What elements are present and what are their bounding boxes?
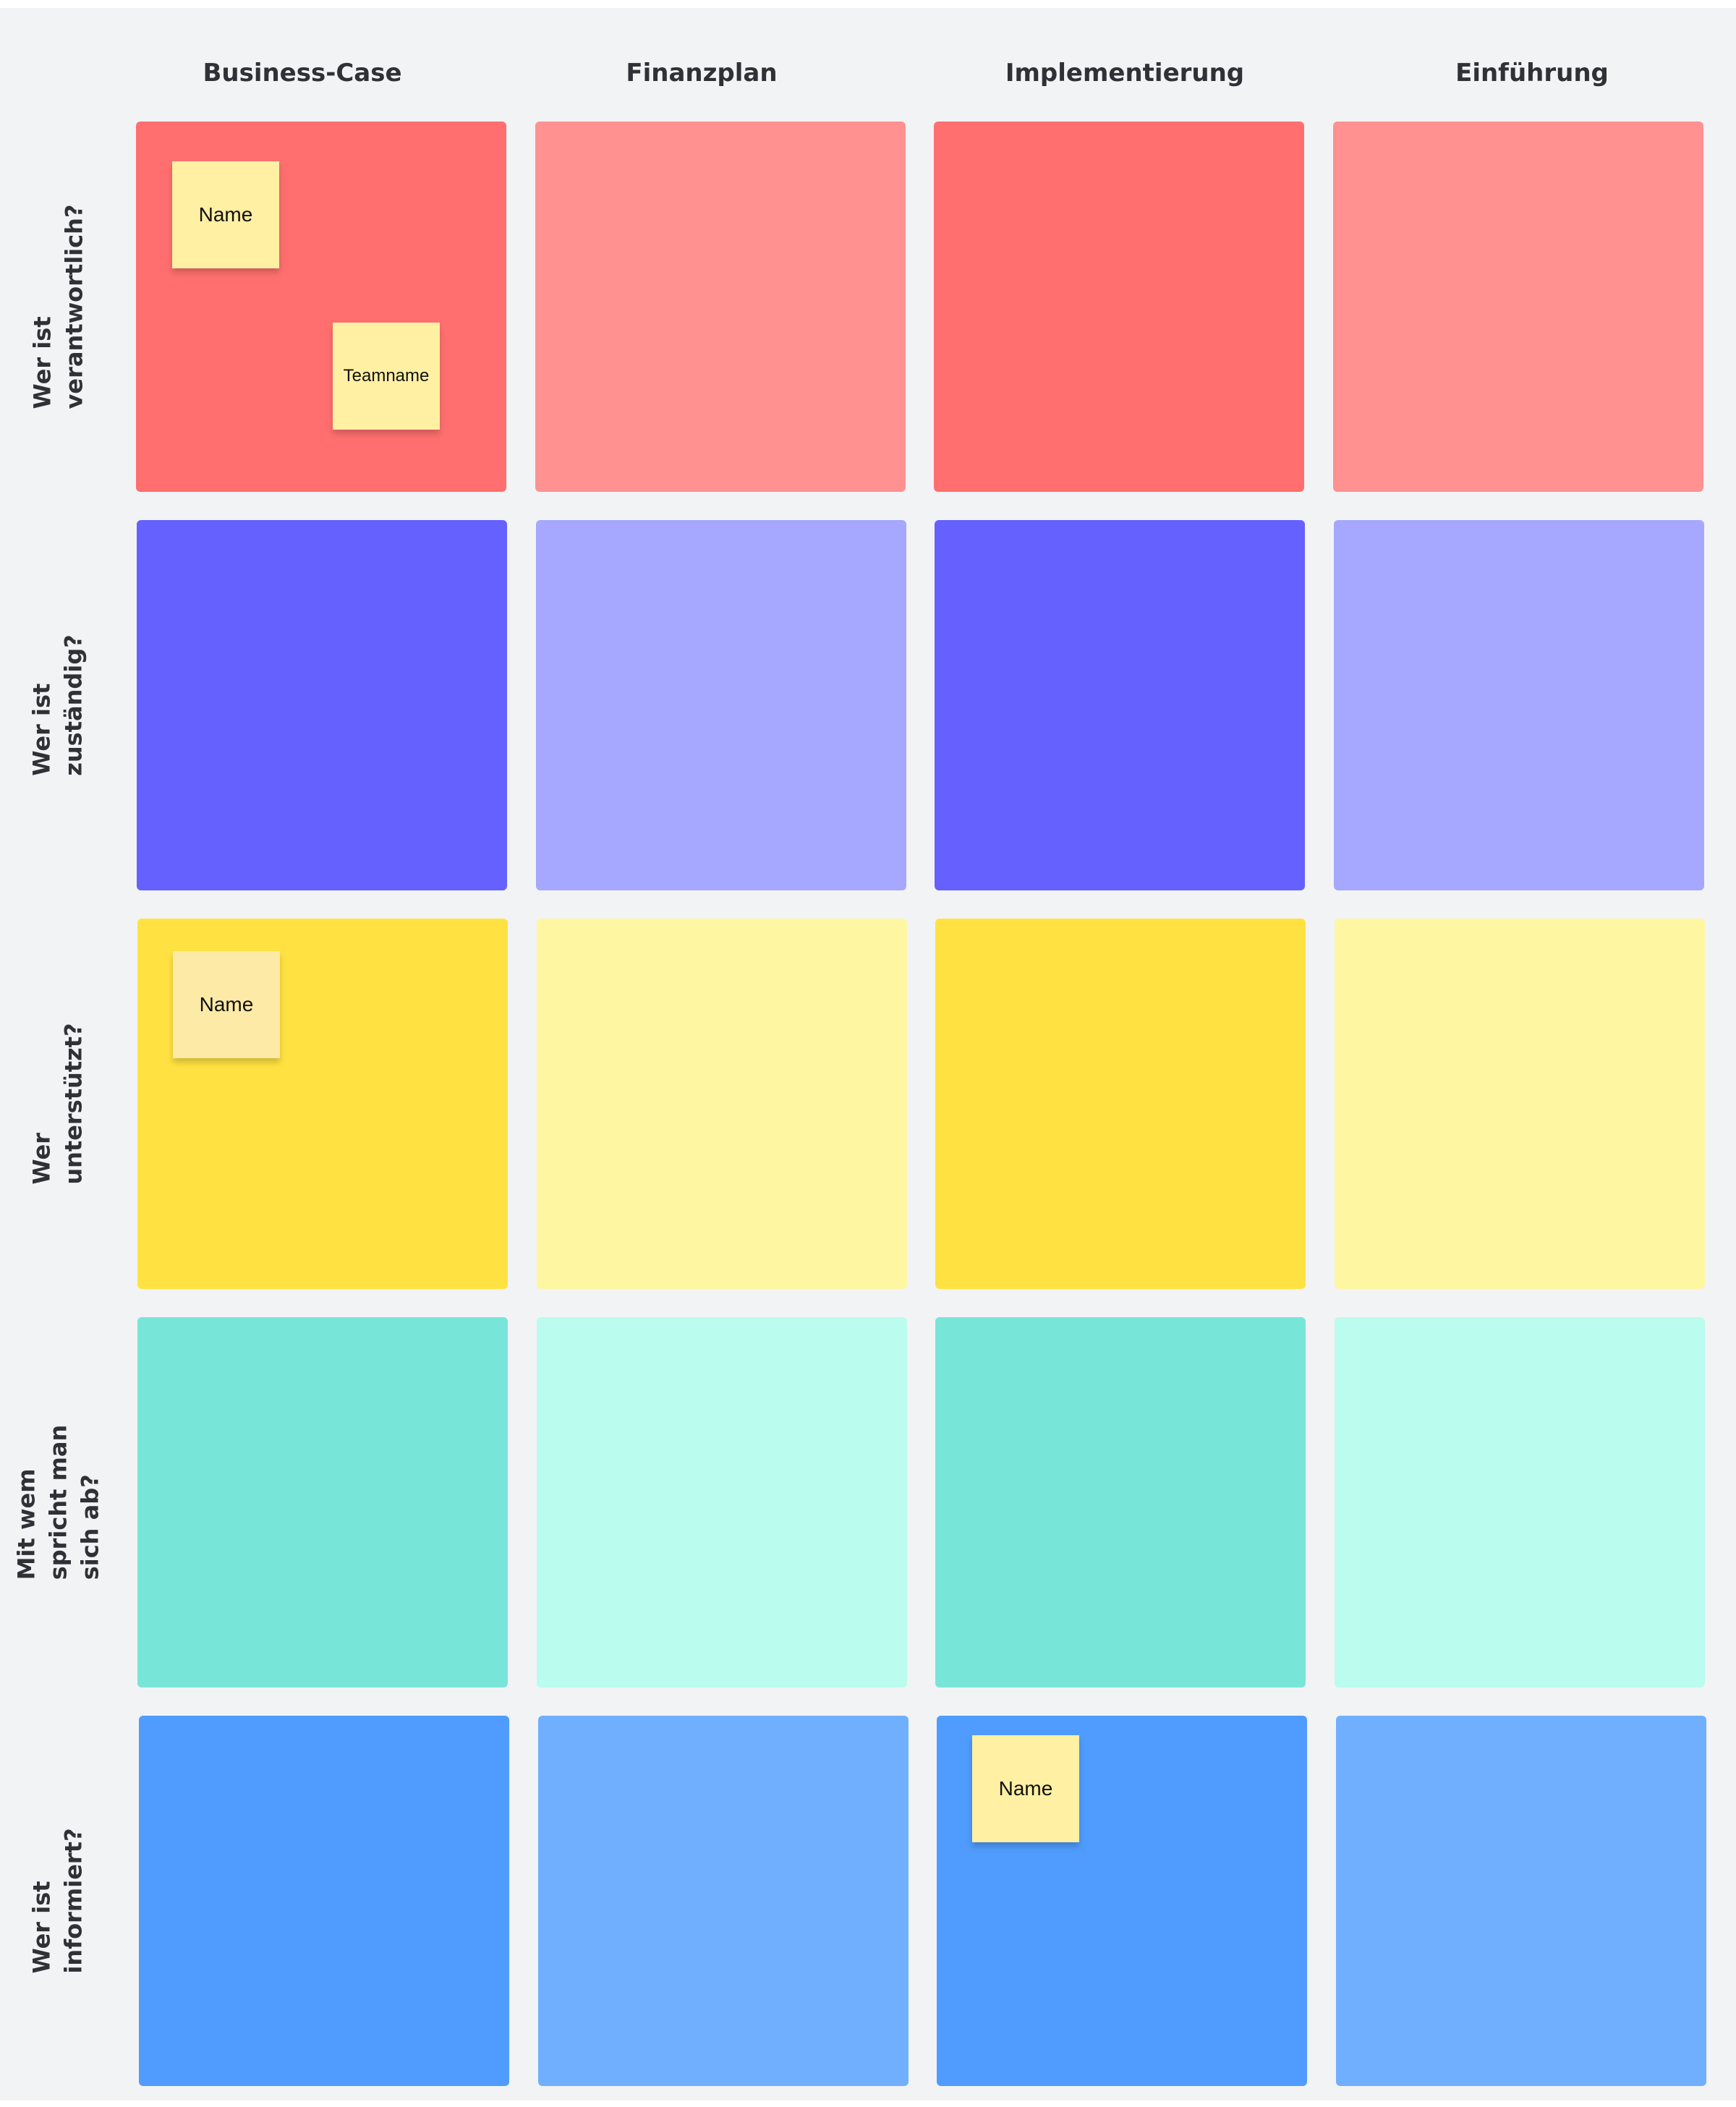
cell-r3-c3[interactable]: [1335, 1317, 1705, 1687]
cell-r0-c3[interactable]: [1333, 122, 1703, 492]
column-header-einfuehrung: Einführung: [1455, 59, 1609, 88]
sticky-note-teamname[interactable]: Teamname: [333, 323, 440, 430]
cell-r1-c2[interactable]: [935, 520, 1305, 890]
row-label-zustaendig: Wer ist zuständig?: [28, 634, 88, 776]
cell-r3-c2[interactable]: [935, 1317, 1306, 1687]
cell-r2-c3[interactable]: [1335, 919, 1705, 1289]
cell-r1-c0[interactable]: [137, 520, 507, 890]
sticky-note-name[interactable]: Name: [972, 1735, 1079, 1842]
row-label-unterstuetzt: Wer unterstützt?: [28, 1023, 88, 1185]
cell-r2-c1[interactable]: [537, 919, 907, 1289]
cell-r4-c1[interactable]: [538, 1716, 909, 2086]
row-label-abstimmung: Mit wem spricht man sich ab?: [12, 1424, 104, 1580]
row-label-verantwortlich: Wer ist verantwortlich?: [28, 204, 88, 409]
cell-r1-c3[interactable]: [1334, 520, 1704, 890]
cell-r3-c0[interactable]: [137, 1317, 508, 1687]
column-header-implementierung: Implementierung: [1005, 59, 1245, 88]
row-label-informiert: Wer ist informiert?: [28, 1828, 88, 1974]
matrix-board: Business-Case Finanzplan Implementierung…: [0, 8, 1736, 2100]
cell-r1-c1[interactable]: [536, 520, 906, 890]
cell-r2-c2[interactable]: [935, 919, 1306, 1289]
column-header-business-case: Business-Case: [203, 59, 402, 88]
cell-r3-c1[interactable]: [537, 1317, 907, 1687]
cell-r4-c0[interactable]: [139, 1716, 509, 2086]
cell-r0-c2[interactable]: [934, 122, 1304, 492]
column-header-finanzplan: Finanzplan: [626, 59, 778, 88]
cell-r0-c1[interactable]: [535, 122, 906, 492]
sticky-note-name[interactable]: Name: [172, 161, 279, 268]
cell-r4-c3[interactable]: [1336, 1716, 1706, 2086]
sticky-note-name[interactable]: Name: [173, 951, 280, 1058]
